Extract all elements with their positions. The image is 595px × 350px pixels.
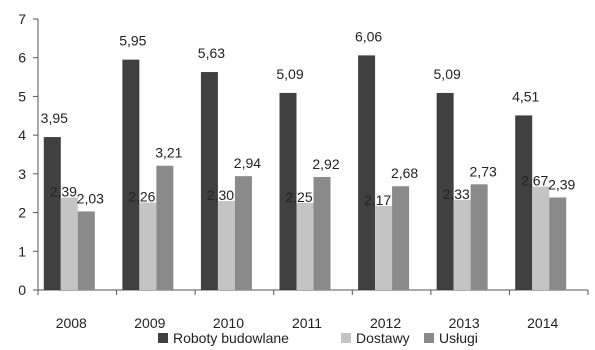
legend-swatch — [424, 333, 434, 343]
data-label: 3,21 — [155, 145, 182, 161]
bar — [532, 186, 550, 290]
data-label: 2,67 — [521, 173, 548, 189]
bar — [217, 200, 235, 290]
data-label: 2,68 — [391, 165, 418, 181]
y-tick-label: 0 — [18, 282, 26, 298]
bar — [470, 184, 488, 290]
bar — [436, 92, 454, 291]
bar — [515, 115, 533, 290]
data-label: 6,06 — [355, 28, 382, 44]
bar — [313, 176, 331, 290]
x-category-label: 2008 — [56, 315, 87, 331]
y-axis-ticks: 0 1 2 3 4 5 6 7 — [18, 11, 38, 298]
data-label: 3,95 — [41, 110, 68, 126]
bar — [296, 202, 314, 290]
bars — [43, 55, 567, 291]
y-tick-label: 3 — [18, 166, 26, 182]
data-label: 2,39 — [50, 183, 77, 199]
y-tick-label: 6 — [18, 50, 26, 66]
data-label: 2,33 — [443, 186, 470, 202]
bar — [43, 137, 61, 290]
data-label: 5,09 — [276, 66, 303, 82]
data-label: 5,09 — [434, 66, 461, 82]
data-label: 2,39 — [548, 176, 575, 192]
legend-label: Roboty budowlane — [173, 330, 289, 346]
bar — [279, 92, 297, 291]
legend-label: Dostawy — [356, 330, 410, 346]
y-tick-label: 2 — [18, 205, 26, 221]
bar — [234, 176, 252, 290]
data-label: 2,26 — [128, 189, 155, 205]
legend-swatch — [341, 333, 351, 343]
data-labels: 3,952,39 2,035,952,263,215,632,302,945,09… — [41, 28, 576, 208]
data-label: 2,92 — [312, 156, 339, 172]
x-axis-categories: 2008 2009 2010 2011 2012 2013 2014 — [37, 290, 589, 331]
y-tick-label: 1 — [18, 243, 26, 259]
y-tick-label: 4 — [18, 127, 26, 143]
data-label: 2,30 — [207, 187, 234, 203]
bar — [375, 205, 393, 290]
x-category-label: 2009 — [134, 315, 165, 331]
data-label: 5,95 — [119, 33, 146, 49]
bar — [392, 186, 410, 290]
bar — [139, 202, 157, 290]
x-category-label: 2012 — [370, 315, 401, 331]
bar — [453, 199, 471, 290]
x-category-label: 2013 — [449, 315, 480, 331]
data-label: 5,63 — [198, 45, 225, 61]
bar — [200, 72, 218, 290]
x-category-label: 2010 — [213, 315, 244, 331]
legend-swatch — [158, 333, 168, 343]
x-category-label: 2014 — [527, 315, 558, 331]
legend-label: Usługi — [439, 330, 478, 346]
y-tick-label: 5 — [18, 88, 26, 104]
data-label: 2,25 — [285, 189, 312, 205]
data-label: 2,94 — [234, 155, 261, 171]
bar — [358, 55, 376, 290]
data-label: 4,51 — [512, 88, 539, 104]
data-label: 2,17 — [364, 192, 391, 208]
bar — [60, 197, 78, 290]
bar — [122, 59, 140, 291]
bar — [156, 165, 174, 290]
data-label: 2,03 — [77, 190, 104, 206]
x-category-label: 2011 — [292, 315, 322, 331]
y-tick-label: 7 — [18, 11, 26, 27]
data-label: 2,73 — [470, 163, 497, 179]
bar — [549, 197, 567, 290]
bar — [77, 211, 95, 290]
legend: Roboty budowlane Dostawy Usługi — [158, 330, 478, 346]
